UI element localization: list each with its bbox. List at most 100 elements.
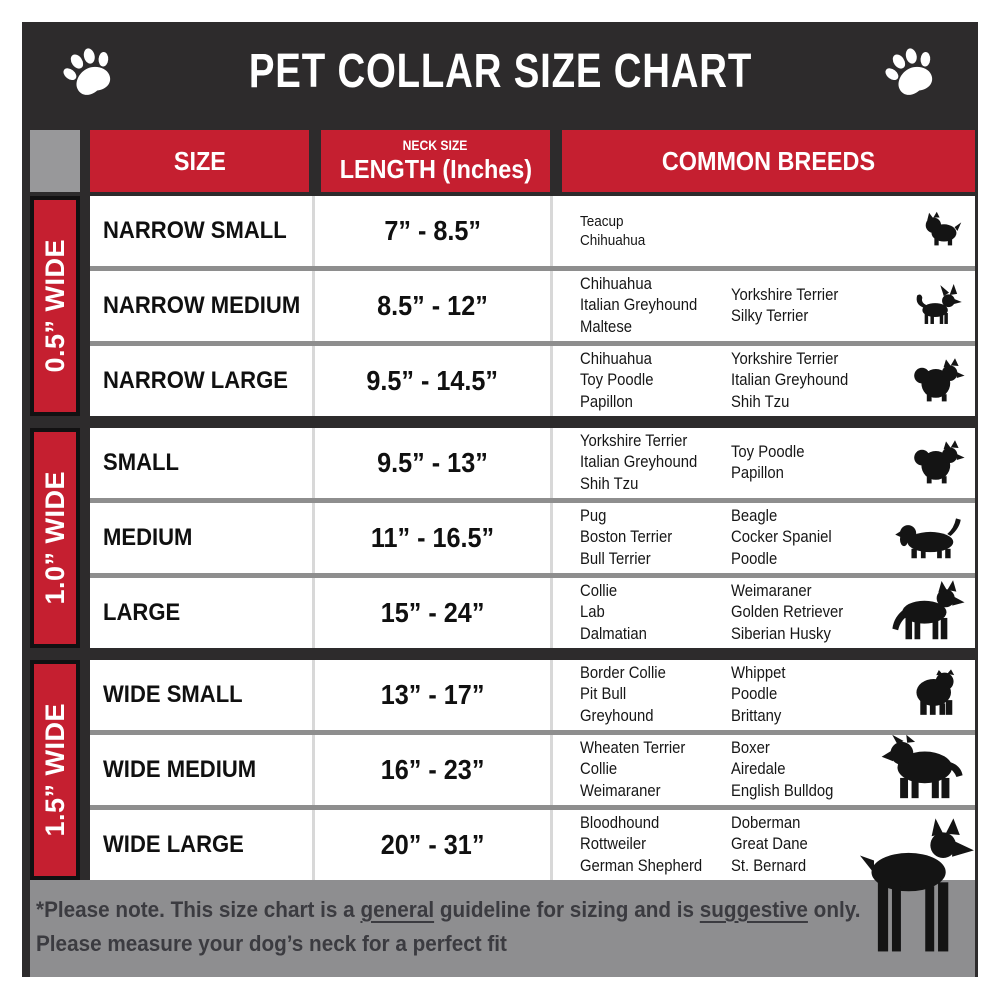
note-line1: *Please note. This size chart is a gener…: [36, 897, 861, 922]
width-label: 1.5” WIDE: [39, 703, 70, 837]
neck-length-cell: 9.5” - 14.5”: [315, 346, 553, 416]
size-label: WIDE MEDIUM: [103, 756, 257, 783]
page-title: PET COLLAR SIZE CHART: [248, 44, 752, 98]
footer-note: *Please note. This size chart is a gener…: [30, 880, 975, 977]
width-label-bar: 1.0” WIDE: [30, 428, 80, 648]
size-cell: SMALL: [90, 428, 315, 498]
width-label: 1.0” WIDE: [39, 471, 70, 605]
table-row: WIDE SMALL 13” - 17” Border Collie Pit B…: [90, 660, 975, 730]
neck-length-cell: 16” - 23”: [315, 735, 553, 805]
paw-icon: [54, 37, 124, 106]
breeds-list: Teacup Chihuahua: [580, 212, 646, 249]
dog-icon-chihuahua: [909, 278, 967, 334]
neck-length-value: 9.5” - 14.5”: [366, 365, 499, 396]
size-label: NARROW SMALL: [103, 217, 287, 244]
breeds-list: Toy Poodle Papillon: [731, 442, 805, 482]
breeds-list: Chihuahua Toy Poodle Papillon: [580, 350, 654, 411]
neck-length-value: 20” - 31”: [380, 829, 485, 860]
breeds-cell: Border Collie Pit Bull Greyhound Whippet…: [553, 660, 975, 730]
dog-icon-dachshund: [891, 511, 967, 565]
neck-length-value: 9.5” - 13”: [377, 447, 488, 478]
section-15-wide: 1.5” WIDE WIDE SMALL 13” - 17” Border Co…: [30, 660, 975, 880]
size-label: WIDE SMALL: [103, 681, 243, 708]
table-header-row: SIZE NECK SIZE LENGTH (Inches) COMMON BR…: [22, 120, 978, 192]
header-common-breeds: COMMON BREEDS: [562, 130, 975, 192]
size-cell: NARROW MEDIUM: [90, 271, 315, 341]
dog-icon-pit-bull: [879, 733, 967, 807]
breeds-cell: Pug Boston Terrier Bull Terrier Beagle C…: [553, 503, 975, 573]
dog-icon-pomeranian: [907, 438, 967, 488]
title-bar: PET COLLAR SIZE CHART: [22, 22, 978, 120]
table-row: WIDE LARGE 20” - 31” Bloodhound Rottweil…: [90, 810, 975, 880]
table-row: NARROW LARGE 9.5” - 14.5” Chihuahua Toy …: [90, 346, 975, 416]
breeds-list: Weimaraner Golden Retriever Siberian Hus…: [731, 582, 844, 643]
breeds-list: Wheaten Terrier Collie Weimaraner: [580, 739, 686, 800]
size-cell: NARROW SMALL: [90, 196, 315, 266]
size-cell: MEDIUM: [90, 503, 315, 573]
breeds-list: Doberman Great Dane St. Bernard: [731, 814, 808, 875]
neck-length-cell: 9.5” - 13”: [315, 428, 553, 498]
corner-cell: [30, 130, 80, 192]
dog-icon-german-shepherd: [885, 580, 967, 646]
breeds-cell: Bloodhound Rottweiler German Shepherd Do…: [553, 810, 975, 880]
breeds-cell: Chihuahua Toy Poodle Papillon Yorkshire …: [553, 346, 975, 416]
size-label: NARROW MEDIUM: [103, 292, 301, 319]
header-size: SIZE: [90, 130, 309, 192]
header-neck-length: NECK SIZE LENGTH (Inches): [321, 130, 550, 192]
neck-length-cell: 15” - 24”: [315, 578, 553, 648]
size-cell: WIDE MEDIUM: [90, 735, 315, 805]
breeds-list: Border Collie Pit Bull Greyhound: [580, 664, 666, 725]
breeds-cell: Collie Lab Dalmatian Weimaraner Golden R…: [553, 578, 975, 648]
breeds-list: Collie Lab Dalmatian: [580, 582, 647, 643]
breeds-cell: Yorkshire Terrier Italian Greyhound Shih…: [553, 428, 975, 498]
size-label: SMALL: [103, 449, 179, 476]
size-cell: WIDE LARGE: [90, 810, 315, 880]
breeds-list: Yorkshire Terrier Italian Greyhound Shih…: [731, 350, 849, 411]
table-row: NARROW MEDIUM 8.5” - 12” Chihuahua Itali…: [90, 271, 975, 341]
width-label: 0.5” WIDE: [39, 239, 70, 373]
width-label-bar: 0.5” WIDE: [30, 196, 80, 416]
neck-length-value: 16” - 23”: [380, 754, 485, 785]
breeds-list: Whippet Poodle Brittany: [731, 664, 786, 725]
header-breeds-label: COMMON BREEDS: [661, 145, 876, 176]
neck-length-cell: 8.5” - 12”: [315, 271, 553, 341]
paw-icon: [876, 37, 946, 106]
size-label: NARROW LARGE: [103, 367, 288, 394]
size-label: LARGE: [103, 599, 181, 626]
size-cell: WIDE SMALL: [90, 660, 315, 730]
neck-length-value: 7” - 8.5”: [384, 215, 481, 246]
size-chart-sheet: PET COLLAR SIZE CHART SIZE NECK SIZE LEN…: [22, 22, 978, 977]
header-neck-size-label: NECK SIZE: [403, 137, 468, 153]
breeds-list: Yorkshire Terrier Silky Terrier: [731, 285, 839, 325]
header-size-label: SIZE: [173, 145, 226, 176]
table-body: 0.5” WIDE NARROW SMALL 7” - 8.5” Teacup …: [22, 196, 978, 880]
neck-length-cell: 7” - 8.5”: [315, 196, 553, 266]
neck-length-cell: 11” - 16.5”: [315, 503, 553, 573]
section-10-wide: 1.0” WIDE SMALL 9.5” - 13” Yorkshire Ter…: [30, 428, 975, 648]
neck-length-cell: 20” - 31”: [315, 810, 553, 880]
breeds-cell: Chihuahua Italian Greyhound Maltese York…: [553, 271, 975, 341]
width-label-bar: 1.5” WIDE: [30, 660, 80, 880]
neck-length-value: 11” - 16.5”: [370, 522, 495, 553]
breeds-list: Pug Boston Terrier Bull Terrier: [580, 507, 673, 568]
table-row: WIDE MEDIUM 16” - 23” Wheaten Terrier Co…: [90, 735, 975, 805]
section-05-wide: 0.5” WIDE NARROW SMALL 7” - 8.5” Teacup …: [30, 196, 975, 416]
table-row: MEDIUM 11” - 16.5” Pug Boston Terrier Bu…: [90, 503, 975, 573]
size-label: WIDE LARGE: [103, 831, 244, 858]
neck-length-value: 15” - 24”: [380, 597, 485, 628]
header-length-label: LENGTH (Inches): [339, 153, 532, 184]
breeds-cell: Teacup Chihuahua: [553, 196, 975, 266]
dog-icon-pomeranian: [907, 356, 967, 406]
asterisk: *: [36, 897, 45, 922]
size-cell: LARGE: [90, 578, 315, 648]
breeds-cell: Wheaten Terrier Collie Weimaraner Boxer …: [553, 735, 975, 805]
neck-length-value: 13” - 17”: [380, 679, 485, 710]
breeds-list: Beagle Cocker Spaniel Poodle: [731, 507, 832, 568]
size-cell: NARROW LARGE: [90, 346, 315, 416]
size-label: MEDIUM: [103, 524, 193, 551]
breeds-list: Yorkshire Terrier Italian Greyhound Shih…: [580, 432, 698, 493]
table-row: LARGE 15” - 24” Collie Lab Dalmatian Wei…: [90, 578, 975, 648]
dog-icon-doberman: [851, 818, 979, 962]
breeds-list: Boxer Airedale English Bulldog: [731, 739, 834, 800]
breeds-list: Bloodhound Rottweiler German Shepherd: [580, 814, 703, 875]
